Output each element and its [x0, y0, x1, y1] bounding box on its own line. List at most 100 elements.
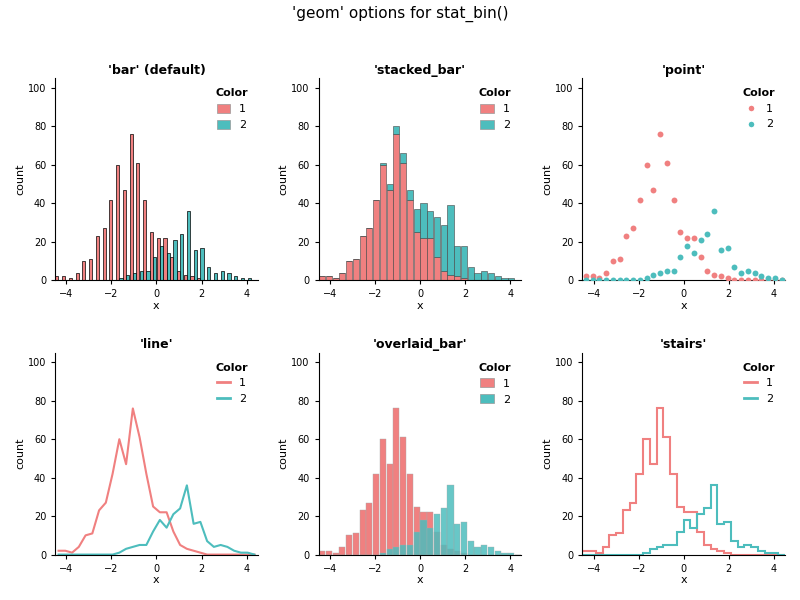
- Point: [755, 275, 768, 285]
- Bar: [366, 229, 373, 280]
- Bar: [386, 190, 393, 280]
- Bar: [346, 535, 352, 554]
- X-axis label: x: x: [153, 301, 160, 311]
- Point: [667, 195, 680, 205]
- Bar: [434, 514, 440, 554]
- Bar: [133, 272, 136, 280]
- Point: [626, 275, 639, 285]
- Bar: [421, 203, 426, 238]
- Point: [694, 253, 707, 262]
- Point: [654, 268, 666, 277]
- Bar: [394, 409, 399, 554]
- Bar: [190, 277, 194, 280]
- Bar: [494, 551, 501, 554]
- Bar: [508, 553, 514, 554]
- Point: [687, 248, 700, 258]
- Point: [742, 266, 754, 275]
- Bar: [414, 232, 420, 280]
- Bar: [400, 545, 406, 554]
- Legend: 1, 2: 1, 2: [210, 84, 252, 135]
- Bar: [130, 134, 133, 280]
- Bar: [447, 205, 454, 275]
- Bar: [447, 275, 454, 280]
- Bar: [454, 524, 460, 554]
- Bar: [454, 245, 460, 277]
- Bar: [421, 520, 426, 554]
- Bar: [441, 545, 446, 554]
- Bar: [82, 261, 86, 280]
- Bar: [407, 190, 413, 200]
- Bar: [474, 272, 481, 280]
- Bar: [461, 245, 467, 278]
- Bar: [69, 278, 72, 280]
- Bar: [461, 553, 467, 554]
- Point: [721, 243, 734, 253]
- Bar: [380, 553, 386, 554]
- Bar: [468, 541, 474, 554]
- Point: [769, 274, 782, 283]
- Bar: [380, 163, 386, 165]
- Bar: [96, 236, 99, 280]
- Y-axis label: count: count: [278, 164, 289, 195]
- Point: [721, 274, 734, 283]
- Bar: [353, 533, 359, 554]
- Bar: [170, 257, 174, 280]
- Legend: 1, 2: 1, 2: [474, 84, 516, 135]
- Bar: [326, 551, 332, 554]
- Legend: 1, 2: 1, 2: [210, 358, 252, 408]
- Bar: [201, 248, 204, 280]
- X-axis label: x: x: [680, 575, 687, 585]
- Bar: [197, 278, 200, 280]
- Bar: [89, 259, 92, 280]
- Point: [742, 275, 754, 285]
- Title: 'point': 'point': [662, 64, 706, 77]
- Point: [674, 227, 686, 237]
- Point: [586, 272, 599, 281]
- Point: [613, 254, 626, 264]
- Bar: [183, 275, 186, 280]
- Bar: [339, 547, 346, 554]
- Point: [748, 268, 761, 277]
- Bar: [146, 271, 150, 280]
- Bar: [494, 277, 501, 280]
- Bar: [360, 236, 366, 280]
- Point: [661, 266, 674, 275]
- Point: [734, 268, 747, 277]
- Bar: [366, 503, 373, 554]
- Bar: [482, 545, 487, 554]
- Text: 'geom' options for stat_bin(): 'geom' options for stat_bin(): [292, 6, 508, 22]
- Point: [640, 160, 653, 170]
- Point: [579, 272, 592, 281]
- Title: 'line': 'line': [140, 338, 174, 352]
- Bar: [180, 234, 183, 280]
- Point: [762, 275, 774, 285]
- Bar: [407, 545, 413, 554]
- Point: [728, 262, 741, 272]
- Bar: [346, 261, 352, 280]
- Bar: [502, 278, 507, 280]
- Point: [667, 266, 680, 275]
- Point: [674, 253, 686, 262]
- Bar: [414, 532, 420, 554]
- Bar: [177, 271, 180, 280]
- Legend: 1, 2: 1, 2: [474, 358, 516, 409]
- Bar: [207, 267, 210, 280]
- Point: [654, 130, 666, 139]
- X-axis label: x: x: [153, 575, 160, 585]
- Title: 'stacked_bar': 'stacked_bar': [374, 64, 466, 77]
- Bar: [386, 464, 393, 554]
- Title: 'overlaid_bar': 'overlaid_bar': [373, 338, 467, 352]
- Point: [687, 233, 700, 243]
- Point: [714, 245, 727, 254]
- Bar: [461, 522, 467, 554]
- Bar: [414, 209, 420, 232]
- Bar: [102, 229, 106, 280]
- Bar: [166, 253, 170, 280]
- X-axis label: x: x: [417, 301, 423, 311]
- Bar: [474, 547, 481, 554]
- Bar: [123, 190, 126, 280]
- Bar: [441, 271, 446, 280]
- Bar: [380, 165, 386, 280]
- Point: [579, 275, 592, 285]
- Bar: [194, 250, 197, 280]
